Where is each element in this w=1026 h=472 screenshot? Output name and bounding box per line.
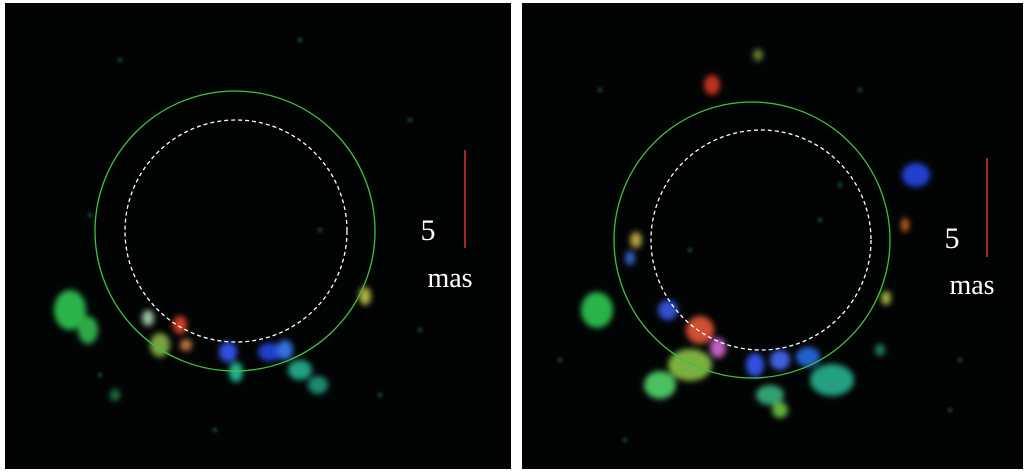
- page: 5 mas: [0, 0, 1026, 472]
- scale-value: 5: [945, 222, 960, 255]
- scale-unit: mas: [427, 263, 472, 294]
- panel-right: 5 mas: [522, 3, 1023, 469]
- panel-left: 5 mas: [5, 3, 511, 469]
- scale-unit: mas: [949, 270, 994, 301]
- scale-value: 5: [421, 214, 436, 247]
- figure: 5 mas: [0, 0, 1026, 472]
